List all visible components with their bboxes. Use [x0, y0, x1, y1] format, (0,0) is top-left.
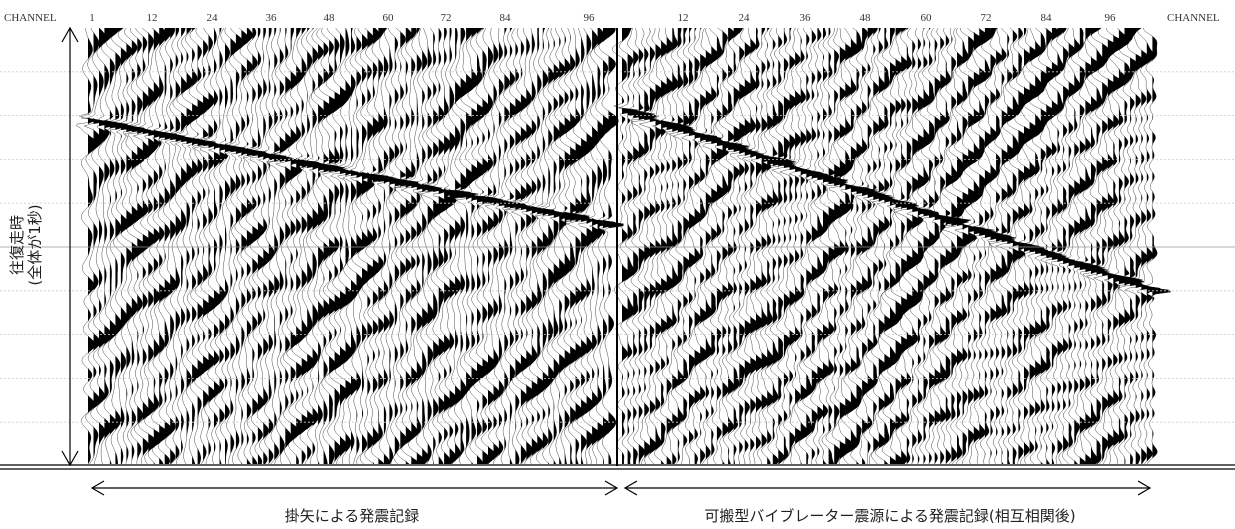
trace [112, 28, 135, 464]
channel-tick: 24 [739, 12, 751, 24]
trace-fill [1152, 28, 1170, 464]
trace-fill [433, 28, 442, 464]
channel-tick: 72 [981, 12, 992, 24]
trace [106, 28, 133, 464]
time-arrow [62, 28, 78, 465]
trace-fill [1074, 28, 1093, 464]
trace-fill [628, 28, 646, 464]
seismic-figure: CHANNEL CHANNEL 往復走時 (全体が1秒) 掛矢による発震記録 可… [0, 0, 1235, 529]
trace-fill [307, 28, 324, 464]
trace-fill [979, 28, 998, 464]
trace-fill [1007, 28, 1016, 464]
trace-fill [609, 28, 624, 464]
trace-fill [554, 28, 570, 464]
trace-fill [1119, 28, 1143, 464]
y-axis-label: 往復走時 (全体が1秒) [8, 204, 44, 285]
channel-tick: 36 [266, 12, 278, 24]
trace [401, 28, 421, 464]
trace-fill [598, 28, 615, 464]
y-label-line2: (全体が1秒) [26, 204, 44, 285]
channel-tick: 96 [584, 12, 596, 24]
trace-fill [110, 28, 127, 464]
trace-fill [466, 28, 476, 464]
channel-tick: 48 [860, 12, 872, 24]
trace-fill [104, 28, 124, 464]
trace-fill [373, 28, 396, 464]
trace-fill [99, 28, 112, 464]
trace-fill [159, 28, 177, 464]
trace-fill [1113, 28, 1133, 464]
trace-fill [367, 28, 388, 464]
trace-fill [778, 28, 795, 464]
trace-fill [378, 28, 394, 464]
right-caption: 可搬型バイブレーター震源による発震記録(相互相関後) [704, 507, 1075, 525]
left-caption: 掛矢による発震記録 [285, 507, 420, 525]
range-arrows [92, 481, 1150, 495]
channel-tick: 84 [1041, 12, 1053, 24]
trace-fill [165, 28, 184, 464]
trace-fill [154, 28, 173, 464]
channel-tick: 36 [800, 12, 812, 24]
trace [619, 28, 646, 464]
trace-fill [543, 28, 559, 464]
trace-fill [406, 28, 421, 464]
trace-fill [823, 28, 841, 464]
trace-fill [274, 28, 292, 464]
seismic-traces [77, 28, 1171, 464]
trace-fill [603, 28, 624, 464]
trace [1137, 28, 1163, 464]
trace-fill [296, 28, 317, 464]
channel-tick: 1 [89, 12, 95, 24]
channel-tick: 48 [324, 12, 336, 24]
trace-fill [991, 28, 1012, 464]
trace [406, 28, 431, 464]
channel-tick: 60 [383, 12, 395, 24]
y-label-line1: 往復走時 [8, 215, 26, 275]
channel-tick: 12 [678, 12, 689, 24]
channel-label: CHANNEL [4, 12, 57, 24]
trace [599, 28, 623, 464]
trace-fill [773, 28, 797, 464]
channel-tick: 72 [441, 12, 452, 24]
channel-label: CHANNEL [1167, 12, 1220, 24]
channel-tick: 12 [147, 12, 158, 24]
channel-tick: 60 [921, 12, 933, 24]
trace-fill [559, 28, 578, 464]
trace-fill [241, 28, 258, 464]
trace-fill [1136, 28, 1145, 464]
channel-tick: 84 [500, 12, 512, 24]
channel-tick: 24 [207, 12, 219, 24]
channel-tick: 96 [1105, 12, 1117, 24]
